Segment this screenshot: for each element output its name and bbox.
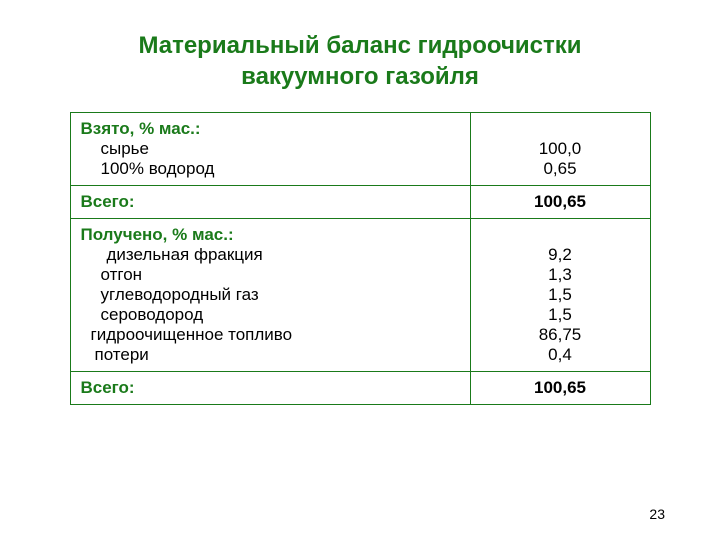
item-label: углеводородный газ — [81, 285, 460, 305]
item-label: гидроочищенное топливо — [81, 325, 460, 345]
item-label: потери — [81, 345, 460, 365]
total-value: 100,65 — [534, 378, 586, 397]
item-value: 1,5 — [548, 285, 572, 304]
item-value: 9,2 — [548, 245, 572, 264]
title-line-1: Материальный баланс гидроочистки — [138, 32, 581, 59]
total-value-cell: 100,65 — [470, 186, 650, 219]
section-cell: Получено, % мас.: дизельная фракция отго… — [70, 219, 470, 372]
item-value: 0,4 — [548, 345, 572, 364]
section-header: Получено, % мас.: — [81, 225, 234, 244]
section-value-cell: 100,0 0,65 — [470, 113, 650, 186]
total-cell: Всего: — [70, 372, 470, 405]
section-value-cell: 9,2 1,3 1,5 1,5 86,75 0,4 — [470, 219, 650, 372]
item-value: 86,75 — [539, 325, 582, 344]
item-value: 1,5 — [548, 305, 572, 324]
section-header: Взято, % мас.: — [81, 119, 201, 138]
item-label: отгон — [81, 265, 460, 285]
item-label: 100% водород — [81, 159, 460, 179]
total-cell: Всего: — [70, 186, 470, 219]
page-number: 23 — [649, 506, 665, 522]
slide-title: Материальный баланс гидроочистки вакуумн… — [50, 30, 670, 92]
total-value: 100,65 — [534, 192, 586, 211]
item-label: сероводород — [81, 305, 460, 325]
title-line-2: вакуумного газойля — [241, 63, 479, 90]
total-value-cell: 100,65 — [470, 372, 650, 405]
item-label: сырье — [81, 139, 460, 159]
item-value: 100,0 — [539, 139, 582, 158]
item-value: 1,3 — [548, 265, 572, 284]
balance-table: Взято, % мас.: сырье 100% водород 100,0 … — [70, 112, 651, 405]
total-label: Всего: — [81, 378, 135, 397]
item-value: 0,65 — [543, 159, 576, 178]
section-cell: Взято, % мас.: сырье 100% водород — [70, 113, 470, 186]
item-label: дизельная фракция — [81, 245, 460, 265]
total-label: Всего: — [81, 192, 135, 211]
